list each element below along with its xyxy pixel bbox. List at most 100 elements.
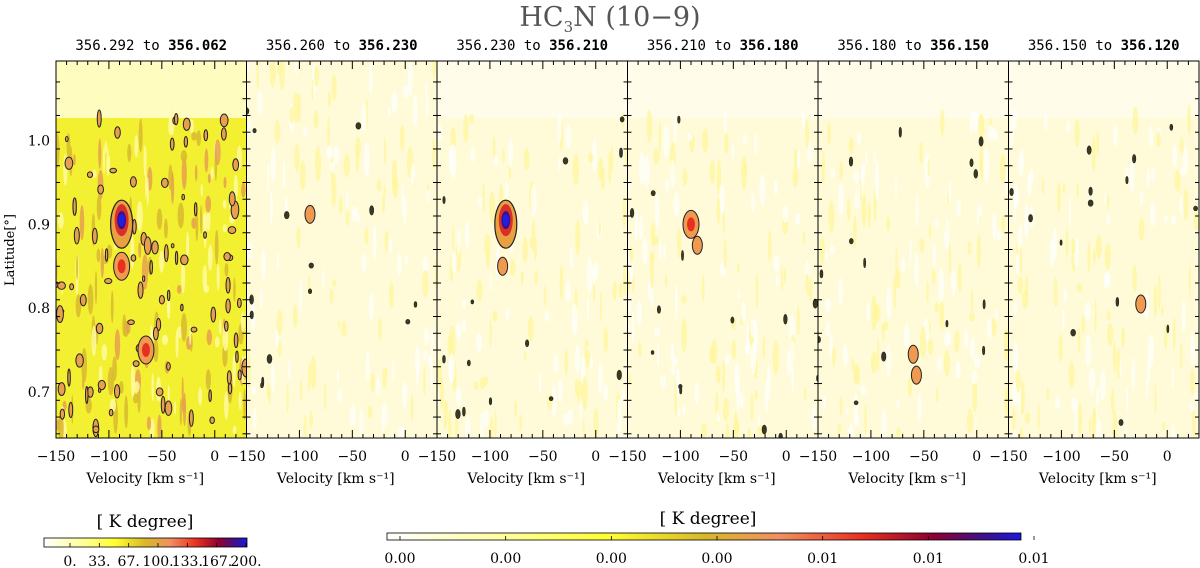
noise-streak (722, 397, 730, 421)
contour-fleck (656, 305, 661, 314)
noise-streak (177, 202, 184, 229)
noise-streak (940, 108, 945, 137)
noise-streak (724, 133, 729, 154)
noise-streak (451, 251, 457, 274)
panel-6: 356.150 to 356.120 −150 −100 −50 0 Velocity [… (989, 38, 1200, 487)
contour-fleck (237, 369, 242, 381)
noise-streak (1160, 305, 1164, 316)
noise-streak (634, 209, 639, 241)
noise-streak (1053, 276, 1058, 309)
noise-streak (773, 255, 780, 272)
noise-streak (403, 194, 407, 225)
noise-streak (1015, 370, 1021, 393)
noise-streak (1129, 159, 1135, 194)
noise-streak (701, 422, 707, 438)
noise-streak (881, 323, 885, 335)
noise-streak (658, 121, 661, 155)
noise-streak (639, 151, 645, 185)
noise-streak (682, 168, 688, 186)
empty-band (1008, 61, 1199, 118)
noise-streak (1132, 106, 1139, 135)
colorbar-tick-label: 0.00 (384, 551, 415, 567)
contour-fleck (369, 205, 375, 216)
noise-streak (383, 184, 386, 196)
noise-streak (524, 351, 527, 361)
noise-streak (934, 218, 939, 227)
noise-streak (955, 432, 959, 438)
noise-streak (934, 302, 940, 313)
noise-streak (861, 163, 864, 199)
contour-fleck (182, 117, 191, 131)
noise-streak (1193, 341, 1197, 365)
noise-streak (146, 176, 149, 207)
range-to: 356.210 (549, 38, 608, 54)
contour-fleck (462, 406, 466, 417)
contour-fleck (57, 281, 66, 290)
noise-streak (327, 91, 332, 108)
noise-streak (94, 270, 98, 305)
contour-fleck (849, 238, 854, 245)
contour-fleck (783, 314, 788, 325)
contour-fleck (85, 386, 89, 404)
noise-streak (382, 402, 388, 427)
contour-fleck (104, 248, 109, 262)
noise-streak (252, 407, 257, 430)
contour-fleck (249, 310, 254, 320)
noise-streak (636, 300, 643, 326)
contour-fleck (778, 432, 783, 438)
noise-streak (886, 216, 891, 232)
noise-streak (858, 179, 861, 208)
noise-streak (73, 154, 76, 166)
contour-fleck (130, 254, 137, 262)
noise-streak (452, 224, 455, 254)
noise-streak (673, 116, 677, 142)
x-tick-label: −100 (852, 449, 890, 465)
noise-streak (807, 140, 814, 164)
contour-fleck (209, 416, 215, 425)
noise-streak (870, 295, 878, 331)
noise-streak (456, 228, 461, 254)
panel-image (627, 61, 818, 438)
noise-streak (838, 182, 845, 216)
noise-streak (864, 403, 867, 435)
contour-fleck (227, 226, 237, 235)
noise-streak (449, 325, 456, 360)
noise-streak (508, 137, 513, 168)
noise-streak (345, 206, 350, 227)
noise-streak (622, 194, 626, 230)
panel-4: 356.210 to 356.180 −150 −100 −50 0 Velocity [… (608, 38, 819, 487)
range-from: 356.210 (647, 38, 706, 54)
noise-streak (96, 194, 102, 221)
noise-streak (368, 293, 374, 321)
colorbar-right-bar (386, 532, 1022, 541)
contour-fleck (73, 226, 80, 245)
noise-streak (837, 423, 842, 436)
noise-streak (944, 332, 950, 347)
noise-streak (628, 263, 634, 283)
noise-streak (382, 192, 386, 215)
noise-streak (853, 363, 858, 385)
noise-streak (1106, 310, 1111, 321)
y-tick-label: 1.0 (28, 134, 50, 150)
noise-streak (597, 361, 603, 395)
noise-streak (966, 408, 974, 434)
noise-streak (256, 61, 259, 90)
noise-streak (1062, 183, 1066, 194)
noise-streak (1078, 402, 1082, 438)
noise-streak (203, 284, 210, 293)
noise-streak (831, 347, 836, 367)
noise-streak (828, 199, 835, 234)
noise-streak (1019, 243, 1023, 275)
noise-streak (1163, 214, 1168, 224)
contour-fleck (180, 254, 189, 266)
noise-streak (1153, 284, 1158, 318)
noise-streak (736, 262, 740, 274)
noise-streak (956, 199, 962, 217)
noise-streak (976, 233, 981, 268)
noise-streak (232, 425, 237, 435)
noise-streak (867, 201, 872, 229)
noise-streak (974, 416, 978, 434)
noise-streak (351, 205, 358, 223)
noise-streak (354, 136, 361, 159)
noise-streak (1187, 103, 1192, 136)
